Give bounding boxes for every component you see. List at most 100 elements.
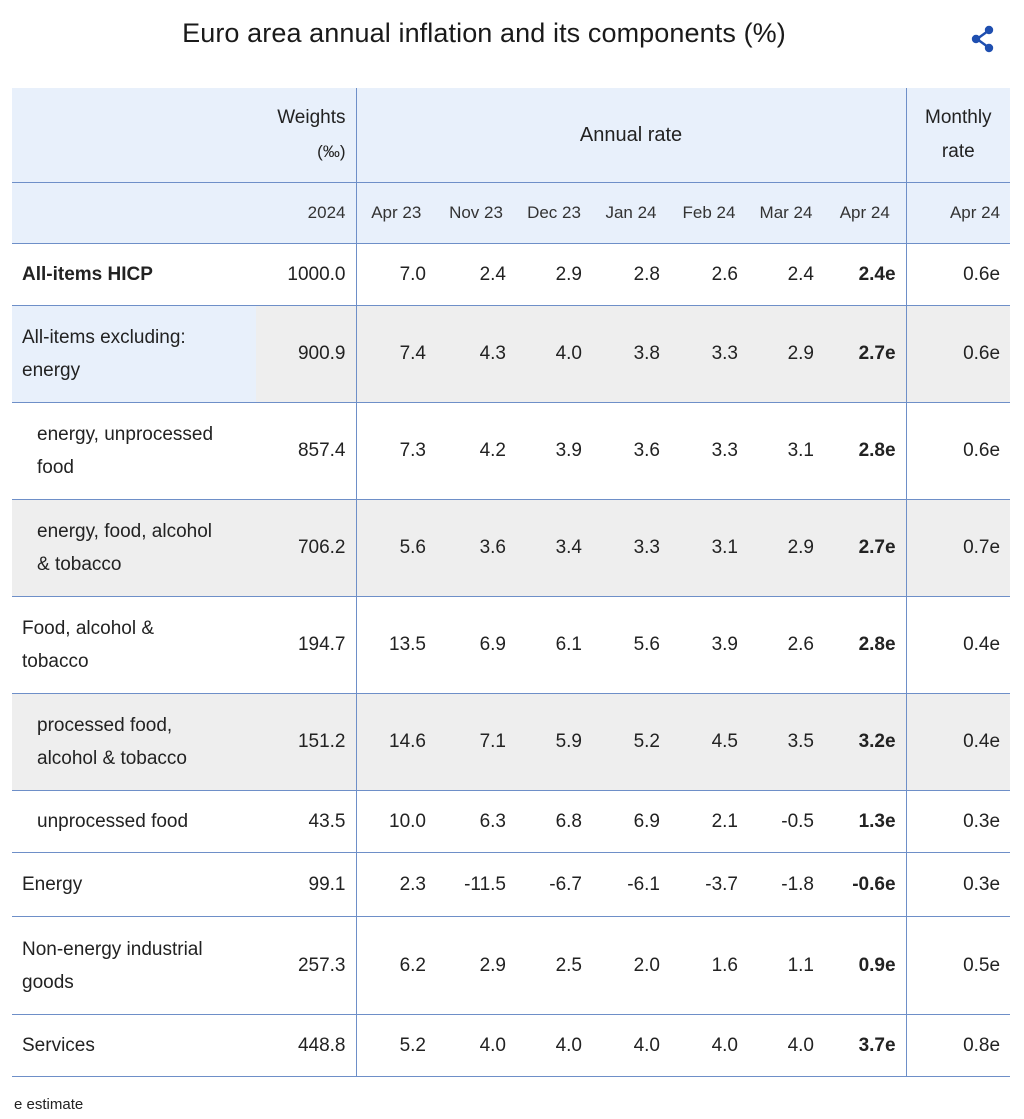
rate-cell: 4.2	[436, 402, 516, 500]
rate-cell: 7.0	[355, 243, 436, 306]
rate-cell: 4.0	[592, 1014, 670, 1077]
rate-cell: 1.6	[670, 916, 748, 1015]
row-label: energy, unprocessed food	[12, 402, 256, 500]
row-label-line: goods	[22, 971, 74, 993]
rate-cell: 2.8	[592, 243, 670, 306]
weight-cell: 448.8	[256, 1014, 356, 1077]
rate-cell: 2.4	[748, 243, 824, 306]
rate-cell: 3.8	[592, 305, 670, 403]
rate-cell: 6.2	[355, 916, 436, 1015]
rate-cell: -6.7	[516, 852, 592, 917]
rate-cell: 4.0	[516, 1014, 592, 1077]
weights-header-unit: (‰)	[317, 142, 346, 161]
rate-cell: 2.8e	[824, 402, 907, 500]
rate-cell: 2.9	[748, 305, 824, 403]
table-row: All-items excluding: energy 900.9 7.4 4.3 4.0…	[12, 305, 1011, 403]
rate-cell: 6.1	[516, 596, 592, 694]
weight-cell: 151.2	[256, 693, 356, 791]
weight-cell: 706.2	[256, 499, 356, 597]
rate-cell: 3.7e	[824, 1014, 907, 1077]
header-row-top: Weights (‰) Annual rate Monthly rate	[12, 88, 1011, 183]
rate-cell: 3.3	[670, 305, 748, 403]
row-label: energy, food, alcohol & tobacco	[12, 499, 256, 597]
monthly-rate-cell: 0.3e	[905, 852, 1011, 917]
row-label-line: & tobacco	[37, 554, 122, 575]
row-label: All-items excluding: energy	[12, 305, 256, 403]
rate-cell: 2.6	[670, 243, 748, 306]
rate-cell: -6.1	[592, 852, 670, 917]
rate-cell: 0.9e	[824, 916, 907, 1015]
monthly-rate-cell: 0.3e	[905, 790, 1011, 853]
monthly-rate-cell: 0.6e	[905, 305, 1011, 403]
table-row: energy, unprocessed food 857.4 7.3 4.2 3.9 3.6…	[12, 402, 1011, 500]
monthly-rate-cell: 0.4e	[905, 596, 1011, 694]
period-header: Dec 23	[516, 182, 592, 244]
rate-cell: 7.4	[355, 305, 436, 403]
rate-cell: 2.4	[436, 243, 516, 306]
monthly-header-sub: rate	[941, 141, 975, 162]
row-label-line: All-items excluding:	[22, 327, 186, 348]
weights-header: Weights (‰)	[256, 88, 356, 183]
rate-cell: 2.1	[670, 790, 748, 853]
rate-cell: 3.1	[670, 499, 748, 597]
rate-cell: 4.0	[516, 305, 592, 403]
rate-cell: 13.5	[355, 596, 436, 694]
share-icon[interactable]	[966, 24, 1000, 54]
rate-cell: 3.3	[592, 499, 670, 597]
weights-year: 2024	[256, 182, 356, 244]
weight-cell: 257.3	[256, 916, 356, 1015]
rate-cell: 6.3	[436, 790, 516, 853]
rate-cell: 3.6	[436, 499, 516, 597]
weight-cell: 857.4	[256, 402, 356, 500]
rate-cell: -0.5	[748, 790, 824, 853]
row-label-line: Non-energy industrial	[22, 938, 203, 960]
row-label: Food, alcohol & tobacco	[12, 596, 256, 694]
table-row: unprocessed food 43.5 10.0 6.3 6.8 6.9 2.1 -0.5…	[12, 790, 1011, 853]
rate-cell: 2.4e	[824, 243, 907, 306]
rate-cell: 6.9	[592, 790, 670, 853]
rate-cell: 10.0	[355, 790, 436, 853]
rate-cell: 5.9	[516, 693, 592, 791]
rate-cell: 4.3	[436, 305, 516, 403]
rate-cell: -3.7	[670, 852, 748, 917]
row-label-line: Services	[22, 1035, 95, 1056]
rate-cell: 3.1	[748, 402, 824, 500]
rate-cell: 3.2e	[824, 693, 907, 791]
monthly-rate-cell: 0.4e	[905, 693, 1011, 791]
weight-cell: 1000.0	[256, 243, 356, 306]
table-row: Services 448.8 5.2 4.0 4.0 4.0 4.0 4.0 3.7e 0.8e	[12, 1014, 1011, 1077]
rate-cell: 3.4	[516, 499, 592, 597]
rate-cell: 5.2	[355, 1014, 436, 1077]
monthly-rate-cell: 0.6e	[905, 402, 1011, 500]
weights-header-label: Weights	[277, 107, 346, 128]
monthly-rate-cell: 0.6e	[905, 243, 1011, 306]
rate-cell: -1.8	[748, 852, 824, 917]
row-label-line: Energy	[22, 874, 83, 895]
header-empty-cell	[12, 182, 256, 244]
weight-cell: 99.1	[256, 852, 356, 917]
period-header: Nov 23	[436, 182, 516, 244]
row-label-line: energy, food, alcohol	[37, 521, 212, 542]
row-label-line: alcohol & tobacco	[37, 748, 187, 769]
rate-cell: 2.9	[516, 243, 592, 306]
rate-cell: 6.9	[436, 596, 516, 694]
rate-cell: 7.1	[436, 693, 516, 791]
rate-cell: 2.8e	[824, 596, 907, 694]
rate-cell: 6.8	[516, 790, 592, 853]
table-row: Food, alcohol & tobacco 194.7 13.5 6.9 6.1 5.6…	[12, 596, 1011, 694]
monthly-rate-cell: 0.8e	[905, 1014, 1011, 1077]
header-row-periods: 2024 Apr 23 Nov 23 Dec 23 Jan 24 Feb 24 …	[12, 182, 1011, 244]
row-label: unprocessed food	[12, 790, 256, 853]
row-label-line: All-items HICP	[22, 264, 153, 285]
row-label: Non-energy industrial goods	[12, 916, 256, 1015]
rate-cell: 3.3	[670, 402, 748, 500]
table-row: All-items HICP 1000.0 7.0 2.4 2.9 2.8 2.6 2.4 2.…	[12, 243, 1011, 306]
rate-cell: 2.5	[516, 916, 592, 1015]
row-label-line: tobacco	[22, 651, 89, 672]
rate-cell: 4.5	[670, 693, 748, 791]
weight-cell: 900.9	[256, 305, 356, 403]
period-header: Feb 24	[670, 182, 748, 244]
page-title: Euro area annual inflation and its compo…	[182, 18, 786, 48]
period-header: Mar 24	[748, 182, 824, 244]
rate-cell: 1.3e	[824, 790, 907, 853]
